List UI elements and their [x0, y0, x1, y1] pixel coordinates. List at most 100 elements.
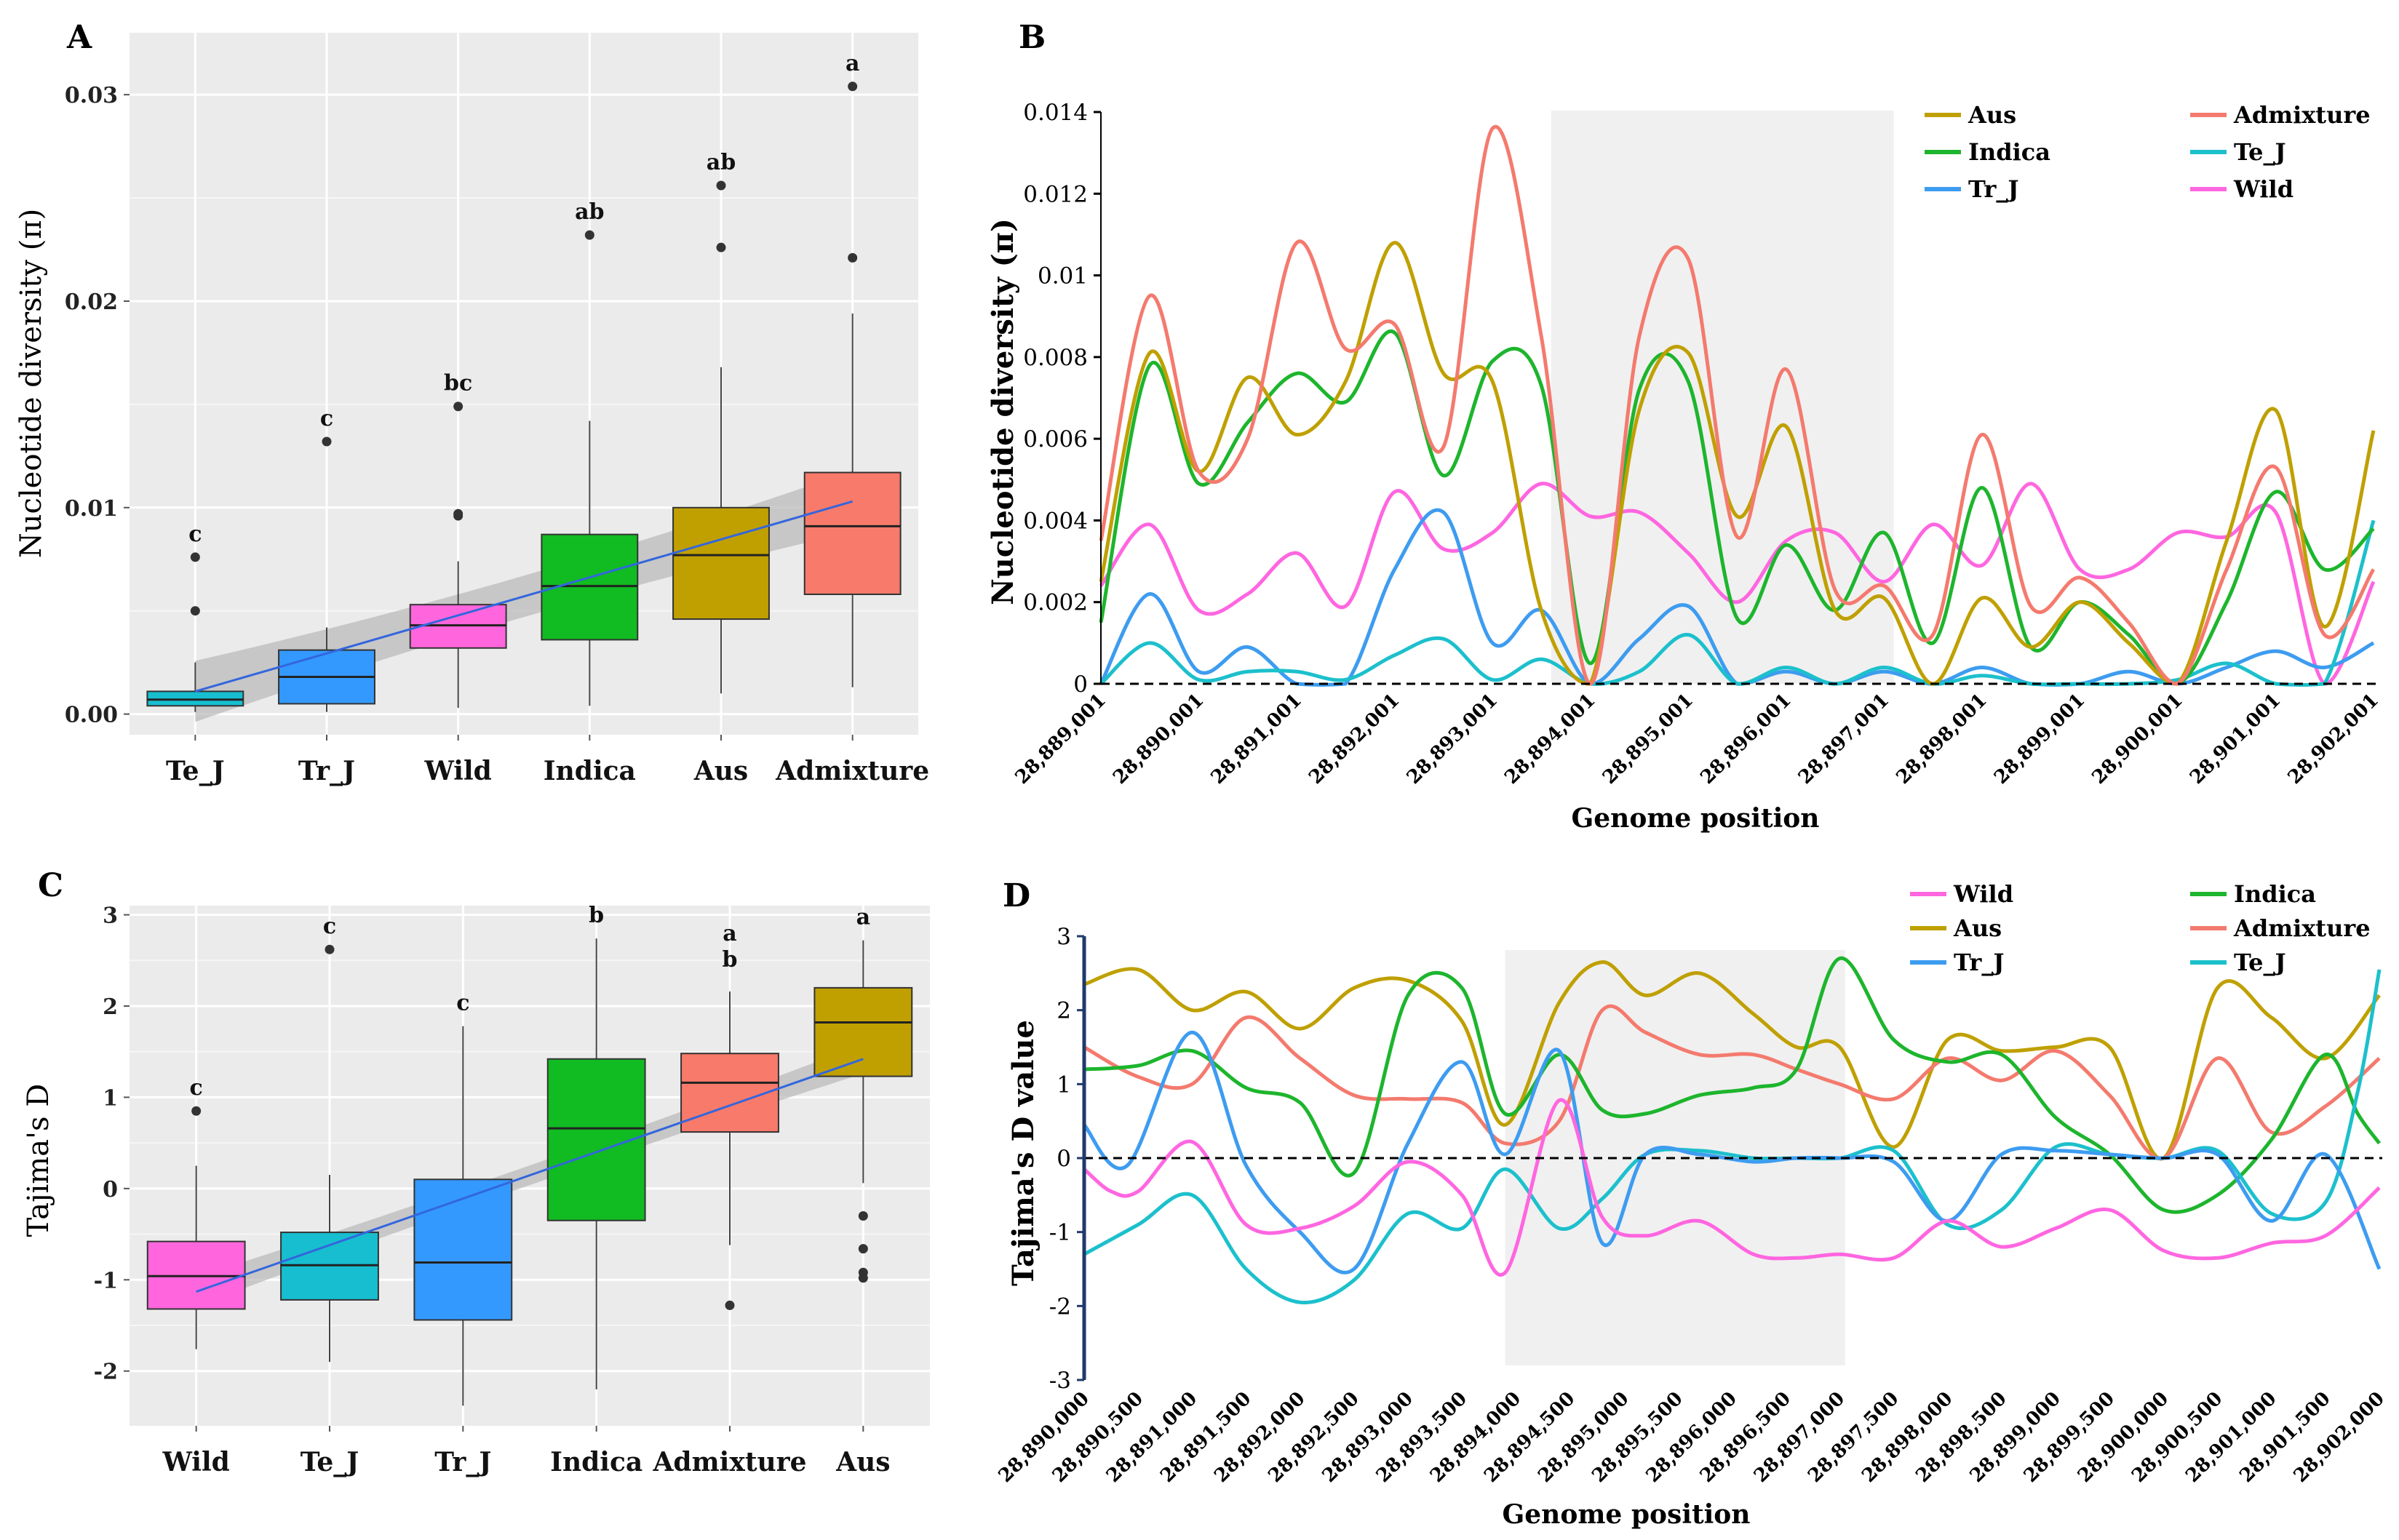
outlier-point	[453, 402, 464, 412]
box-body	[813, 986, 913, 1077]
significance-letter: ab	[575, 199, 604, 225]
legend-item-tr-j: Tr_J	[1925, 175, 2018, 203]
x-tick-label: 28,895,001	[1599, 690, 1698, 789]
series-line-aus	[1083, 960, 2381, 1161]
box-te-j: c	[146, 522, 244, 712]
panel-d-lines	[1083, 956, 2382, 1305]
y-tick-label: 0	[1057, 1146, 1071, 1172]
y-tick-label: 0.01	[65, 496, 118, 522]
x-tick-label: 28,891,001	[1207, 690, 1306, 789]
y-tick-label: 0.006	[1023, 426, 1088, 452]
significance-letter: ab	[707, 150, 736, 175]
legend-label: Wild	[2233, 175, 2293, 203]
box-admixture: a	[803, 51, 902, 687]
x-tick-label: Indica	[544, 756, 636, 786]
y-tick-label: 0.00	[65, 703, 118, 728]
box-body	[803, 471, 902, 596]
legend-label: Wild	[1953, 880, 2013, 908]
y-tick-label: 0.012	[1023, 181, 1088, 207]
x-tick-label: Te_J	[301, 1447, 359, 1477]
panel-b-y-label: Nucleotide diversity (π)	[986, 218, 1020, 605]
panel-a-y-ticks: 0.00 0.01 0.02 0.03	[65, 83, 130, 728]
x-tick-label: Aus	[835, 1447, 890, 1477]
legend-item-te-j: Te_J	[2190, 949, 2286, 976]
panel-a-trend	[194, 500, 854, 693]
outlier-point	[716, 180, 726, 191]
y-tick-label: 0.008	[1023, 345, 1088, 371]
x-tick-label: Indica	[550, 1447, 642, 1477]
x-tick-label: Te_J	[166, 756, 225, 786]
y-tick-label: 0.002	[1023, 590, 1088, 616]
trend-line	[196, 1058, 864, 1293]
box-tr-j: c	[278, 406, 375, 712]
panel-b: B 0 0.002 0.004 0.006 0.008 0.01 0.012 0.014 28,…	[986, 19, 2383, 834]
legend-item-indica: Indica	[1925, 138, 2050, 166]
x-tick-label: 28,902,001	[2284, 690, 2383, 789]
box-tr-j: c	[413, 991, 513, 1406]
y-tick-label: 0.004	[1023, 508, 1088, 534]
box-admixture: ab	[680, 921, 779, 1310]
legend-label: Indica	[2234, 880, 2316, 908]
legend-item-admixture: Admixture	[2190, 914, 2371, 942]
y-tick-label: -1	[94, 1268, 118, 1293]
box-body	[672, 506, 770, 621]
significance-letter: c	[320, 406, 333, 431]
y-tick-label: -1	[1049, 1220, 1071, 1246]
legend-item-wild: Wild	[1910, 880, 2013, 908]
outlier-point	[325, 944, 335, 954]
outlier-point	[191, 1106, 202, 1116]
y-tick-label: 2	[1057, 998, 1071, 1024]
panel-letter-c: C	[38, 867, 63, 904]
x-tick-label: 28,890,001	[1109, 690, 1208, 789]
panel-b-shaded-region	[1551, 111, 1894, 684]
outlier-point	[848, 81, 858, 92]
panel-c-y-label: Tajima's D	[22, 1084, 55, 1237]
x-tick-label: 28,898,001	[1892, 690, 1991, 789]
panel-c-trend	[196, 1058, 864, 1293]
series-line-wild	[1099, 482, 2376, 686]
panel-a-y-label: Nucleotide diversity (π)	[15, 209, 48, 559]
y-tick-label: 0.02	[65, 290, 118, 315]
significance-letter: bc	[444, 371, 472, 396]
legend-item-aus: Aus	[1925, 101, 2016, 129]
x-tick-label: 28,890,000	[995, 1388, 1094, 1487]
panel-a-x-ticks: Te_J Tr_J Wild Indica Aus Admixture	[166, 735, 929, 786]
significance-letter: c	[456, 991, 469, 1016]
y-tick-label: 3	[1057, 924, 1071, 950]
box-body	[680, 1053, 779, 1133]
panel-d-x-label: Genome position	[1503, 1499, 1751, 1530]
legend-label: Admixture	[2233, 101, 2371, 129]
y-tick-label: 0	[103, 1177, 118, 1202]
y-tick-label: 0.01	[1038, 263, 1088, 290]
trend-line	[194, 500, 854, 693]
series-line-wild	[1083, 1098, 2381, 1277]
outlier-point	[858, 1273, 868, 1283]
x-tick-label: 28,900,001	[2088, 690, 2187, 789]
outlier-point	[190, 552, 200, 562]
outlier-point	[725, 1300, 735, 1310]
legend-label: Te_J	[2234, 138, 2286, 166]
legend-label: Te_J	[2234, 949, 2286, 976]
significance-letter: a	[856, 905, 870, 930]
legend-label: Aus	[1968, 101, 2016, 129]
significance-letter: c	[323, 914, 336, 939]
outlier-point	[584, 230, 594, 240]
legend-item-indica: Indica	[2190, 880, 2316, 908]
y-tick-label: -2	[94, 1360, 118, 1385]
panel-b-lines	[1099, 124, 2376, 687]
box-body	[413, 1178, 513, 1321]
panel-d: D -3-2-1012328,890,00028,890,50028,891,0…	[995, 877, 2389, 1530]
outlier-point	[716, 242, 726, 252]
x-tick-label: 28,897,001	[1794, 690, 1893, 789]
legend-label: Tr_J	[1968, 175, 2018, 203]
box-wild: bc	[409, 371, 507, 709]
legend-label: Indica	[1968, 138, 2050, 166]
panel-c-y-ticks: -2 -1 0 1 2 3	[94, 903, 130, 1385]
legend-item-aus: Aus	[1910, 914, 2002, 942]
panel-a: A c c bc ab ab a 0.00 0.01 0.02 0.03 Te_J Tr_J Wil…	[15, 19, 929, 786]
x-tick-label: 28,899,001	[1990, 690, 2089, 789]
series-line-indica	[1099, 329, 2375, 686]
panel-b-legend: Aus Admixture Indica Te_J Tr_J Wild	[1925, 101, 2371, 203]
